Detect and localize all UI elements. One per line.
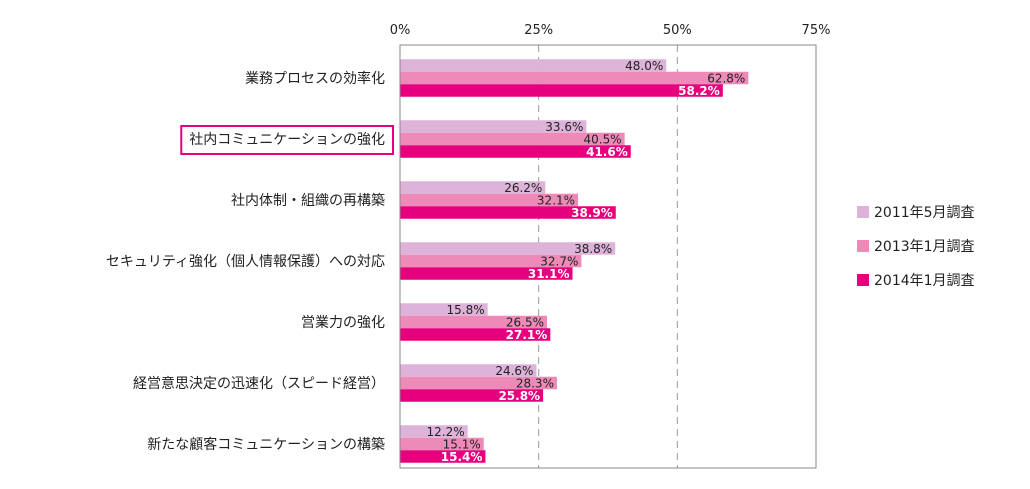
legend-label-1: 2013年1月調査	[874, 239, 975, 255]
data-label-6-2: 15.4%	[441, 450, 483, 464]
data-label-1-2: 41.6%	[586, 145, 628, 159]
data-label-2-2: 38.9%	[571, 206, 613, 220]
bar-4-2	[400, 328, 551, 341]
category-labels: 業務プロセスの効率化社内コミュニケーションの強化社内体制・組織の再構築セキュリテ…	[106, 70, 394, 453]
plot-frame	[399, 44, 817, 469]
tick-label-25: 25%	[524, 23, 553, 38]
bar-2-1	[400, 193, 579, 207]
tick-label-0: 0%	[390, 23, 411, 38]
bar-0-0	[400, 59, 667, 72]
x-axis-ticks: 0% 25% 50% 75%	[390, 23, 831, 38]
data-label-6-1: 15.1%	[443, 437, 481, 451]
data-label-3-2: 31.1%	[528, 267, 570, 281]
bar-2-2	[400, 206, 616, 219]
data-label-0-1: 62.8%	[707, 71, 745, 85]
data-label-0-2: 58.2%	[678, 84, 720, 98]
legend-swatch-0	[857, 206, 869, 218]
category-label-0: 業務プロセスの効率化	[245, 70, 385, 87]
data-label-2-0: 26.2%	[504, 181, 542, 195]
data-label-1-1: 40.5%	[584, 132, 622, 146]
bar-0-1	[400, 71, 749, 85]
bar-0-2	[400, 84, 723, 97]
bars: 48.0% 62.8%58.2% 33.6%40.5%41.6% 26.2%32.1%…	[400, 59, 749, 464]
bar-1-2	[400, 145, 631, 158]
bar-4-0	[400, 303, 488, 316]
bar-3-0	[400, 242, 616, 255]
data-label-1-0: 33.6%	[545, 120, 583, 134]
data-label-4-1: 26.5%	[506, 315, 544, 329]
data-label-5-0: 24.6%	[495, 364, 533, 378]
data-label-2-1: 32.1%	[537, 193, 575, 207]
bar-1-1	[400, 132, 625, 146]
tick-label-75: 75%	[802, 23, 831, 38]
bar-6-0	[400, 425, 468, 438]
bar-5-2	[400, 389, 544, 402]
bar-3-2	[400, 267, 573, 280]
bar-3-1	[400, 254, 582, 268]
legend-label-0: 2011年5月調査	[874, 205, 975, 221]
legend: 2011年5月調査 2013年1月調査 2014年1月調査	[857, 205, 975, 289]
category-label-1: 社内コミュニケーションの強化	[189, 132, 385, 148]
data-label-6-0: 12.2%	[427, 425, 465, 439]
bar-5-0	[400, 364, 537, 377]
bar-6-2	[400, 450, 486, 463]
bar-1-0	[400, 120, 587, 133]
data-label-5-2: 25.8%	[498, 389, 540, 403]
category-label-3: セキュリティ強化（個人情報保護）への対応	[106, 254, 385, 270]
bar-6-1	[400, 437, 484, 451]
data-label-0-0: 48.0%	[625, 59, 663, 73]
category-label-6: 新たな顧客コミュニケーションの構築	[147, 436, 385, 453]
data-label-3-0: 38.8%	[574, 242, 612, 256]
data-label-4-0: 15.8%	[447, 303, 485, 317]
category-label-5: 経営意思決定の迅速化（スピード経営）	[133, 375, 385, 392]
legend-swatch-2	[857, 274, 869, 286]
category-label-4: 営業力の強化	[301, 315, 385, 331]
legend-swatch-1	[857, 240, 869, 252]
bar-4-1	[400, 315, 547, 329]
bar-5-1	[400, 376, 557, 390]
bar-2-0	[400, 181, 546, 194]
data-label-4-2: 27.1%	[506, 328, 548, 342]
data-label-3-1: 32.7%	[540, 254, 578, 268]
data-label-5-1: 28.3%	[516, 376, 554, 390]
highlight-box	[180, 125, 394, 155]
legend-label-2: 2014年1月調査	[874, 273, 975, 289]
category-label-2: 社内体制・組織の再構築	[231, 193, 385, 209]
tick-label-50: 50%	[663, 23, 692, 38]
